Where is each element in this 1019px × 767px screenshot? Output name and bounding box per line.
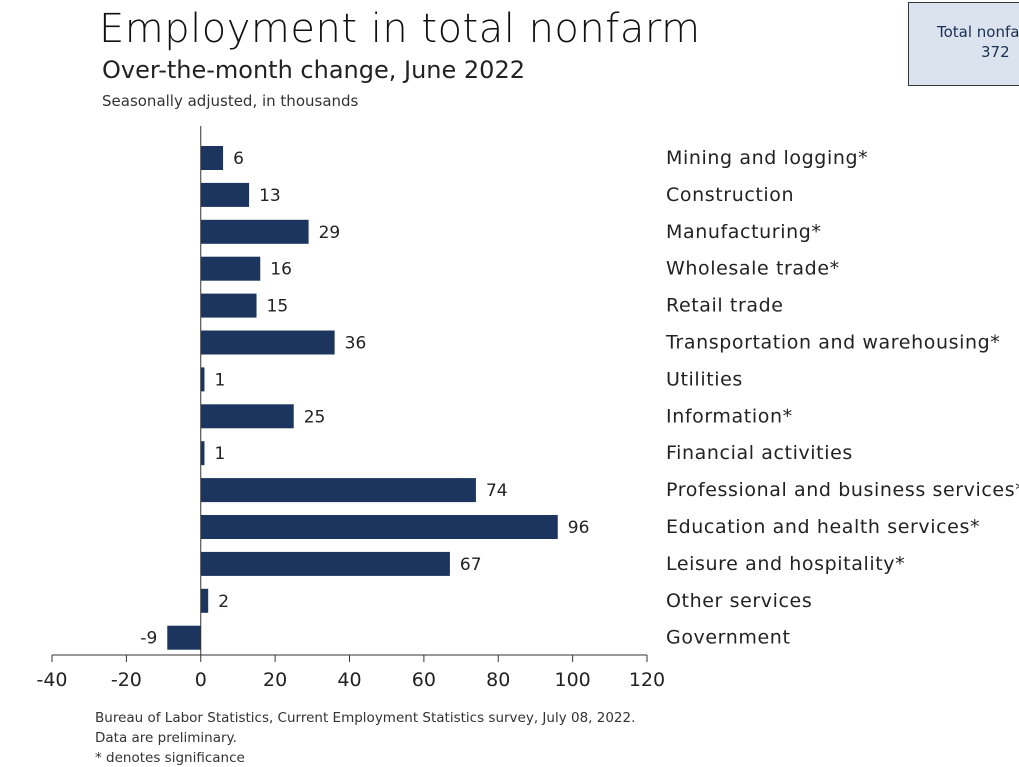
bar xyxy=(200,551,450,576)
category-label: Utilities xyxy=(666,368,743,390)
data-label: 1 xyxy=(214,444,225,464)
bar xyxy=(200,146,224,170)
category-label: Retail trade xyxy=(666,295,784,317)
category-label: Financial activities xyxy=(666,442,853,464)
x-tick-label: 0 xyxy=(195,669,207,691)
bar xyxy=(200,367,205,392)
x-tick-label: -40 xyxy=(36,669,67,691)
data-label: 29 xyxy=(319,223,341,243)
data-label: 13 xyxy=(259,186,281,206)
summary-label: Total nonfarm xyxy=(937,23,1019,41)
x-tick-label: 40 xyxy=(337,669,361,691)
x-tick-label: 20 xyxy=(263,669,287,691)
x-tick-label: 60 xyxy=(412,669,436,691)
bar xyxy=(200,330,335,355)
bar xyxy=(200,515,558,539)
category-label: Government xyxy=(666,627,791,649)
category-label: Construction xyxy=(666,184,794,206)
bar xyxy=(200,219,309,244)
data-label: 74 xyxy=(486,481,508,501)
category-label: Information* xyxy=(666,405,793,427)
bar xyxy=(200,293,257,318)
footer-preliminary: Data are preliminary. xyxy=(95,730,237,746)
category-label: Professional and business services* xyxy=(666,479,1019,501)
data-label: 36 xyxy=(345,334,367,354)
chart-title: Employment in total nonfarm xyxy=(99,6,701,52)
chart-note: Seasonally adjusted, in thousands xyxy=(102,92,359,110)
footer-source: Bureau of Labor Statistics, Current Empl… xyxy=(95,710,636,726)
data-label: 96 xyxy=(568,518,590,538)
category-label: Education and health services* xyxy=(666,516,980,538)
category-label: Wholesale trade* xyxy=(666,258,840,280)
data-label: 1 xyxy=(214,370,225,390)
bar xyxy=(200,404,294,429)
bar xyxy=(200,256,261,281)
data-label: 15 xyxy=(267,297,289,317)
bar xyxy=(200,441,205,466)
x-tick-label: 120 xyxy=(629,669,665,691)
category-label: Manufacturing* xyxy=(666,221,821,243)
data-label: -9 xyxy=(140,629,157,649)
x-tick-label: 80 xyxy=(486,669,510,691)
category-label: Transportation and warehousing* xyxy=(665,332,1000,354)
category-label: Mining and logging* xyxy=(666,147,868,169)
x-tick-label: 100 xyxy=(554,669,590,691)
data-label: 6 xyxy=(233,149,244,169)
bar xyxy=(200,478,476,503)
footer-significance: * denotes significance xyxy=(95,750,245,766)
data-label: 67 xyxy=(460,555,482,575)
total-nonfarm-summary-box: Total nonfarm 372 xyxy=(908,2,1019,86)
data-label: 25 xyxy=(304,407,326,427)
bar xyxy=(167,625,201,650)
data-label: 16 xyxy=(270,260,292,280)
bar xyxy=(200,182,250,207)
category-label: Leisure and hospitality* xyxy=(666,553,905,575)
bar xyxy=(200,588,209,613)
x-tick-label: -20 xyxy=(111,669,142,691)
data-label: 2 xyxy=(218,592,229,612)
summary-value: 372 xyxy=(981,43,1010,61)
category-label: Other services xyxy=(666,590,812,612)
chart-subtitle: Over-the-month change, June 2022 xyxy=(102,56,525,84)
